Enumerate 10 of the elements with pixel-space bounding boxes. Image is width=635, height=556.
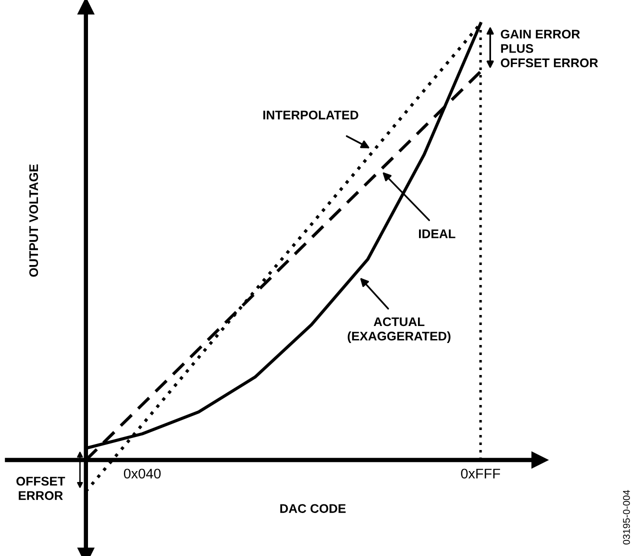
y-axis-title: OUTPUT VOLTAGE xyxy=(29,164,38,277)
annotation: ACTUAL (EXAGGERATED) xyxy=(348,317,450,344)
annotation: OFFSET ERROR xyxy=(16,476,66,500)
x-axis-title: DAC CODE xyxy=(280,504,346,513)
annotation: GAIN ERROR PLUS OFFSET ERROR xyxy=(500,30,598,68)
annotation: IDEAL xyxy=(419,230,456,238)
x-tick-label: 0x040 xyxy=(124,468,161,479)
annotation: INTERPOLATED xyxy=(263,110,358,120)
text: 03195-0-004 xyxy=(623,490,630,544)
x-tick-label: 0xFFF xyxy=(461,468,500,479)
